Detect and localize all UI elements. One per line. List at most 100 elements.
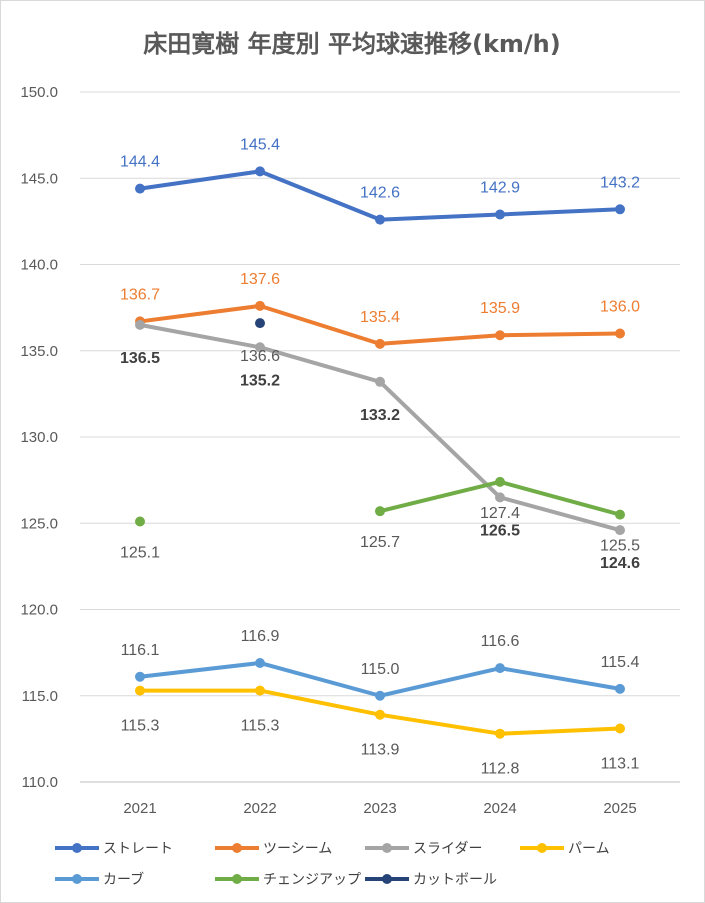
data-label: 113.9: [361, 742, 400, 759]
data-point: [495, 330, 505, 341]
data-label: 115.4: [601, 654, 640, 671]
x-tick-label: 2022: [243, 800, 276, 817]
legend-item[interactable]: カーブ: [55, 871, 144, 888]
data-point: [615, 204, 625, 215]
data-point: [135, 319, 145, 330]
data-point: [375, 690, 385, 701]
legend-point-marker: [382, 874, 392, 884]
data-point: [495, 476, 505, 487]
data-point: [495, 209, 505, 220]
legend-item[interactable]: チェンジアップ: [215, 872, 361, 888]
data-label: 145.4: [240, 136, 280, 153]
legend-point-marker: [72, 843, 82, 853]
data-labels: 144.4 145.4 142.6 142.9 143.2 136.7 137.6 135.4…: [120, 136, 640, 777]
data-point: [375, 376, 385, 387]
x-axis-ticks: 2021 2022 2023 2024 2025: [123, 800, 636, 817]
legend-label: スライダー: [413, 841, 482, 857]
data-label: 142.6: [360, 185, 400, 202]
data-point: [495, 492, 505, 503]
data-label: 135.4: [360, 309, 400, 326]
legend-label: ツーシーム: [263, 841, 332, 857]
legend-point-marker: [232, 843, 242, 853]
legend-point-marker: [72, 874, 82, 884]
y-tick-label: 120.0: [20, 602, 58, 619]
data-label: 124.6: [600, 555, 640, 572]
data-point: [375, 338, 385, 349]
data-point: [255, 166, 265, 177]
legend-label: カットボール: [413, 872, 497, 888]
data-point: [495, 663, 505, 674]
data-point: [375, 506, 385, 517]
data-label: 116.9: [241, 628, 280, 645]
data-label: 136.0: [600, 299, 640, 316]
data-label: 143.2: [600, 174, 640, 191]
legend-label: ストレート: [103, 841, 173, 857]
data-label: 136.7: [120, 286, 160, 303]
data-label: 115.3: [241, 718, 280, 735]
series-lines: [138, 169, 622, 736]
x-tick-label: 2023: [363, 800, 396, 817]
x-tick-label: 2021: [123, 800, 156, 817]
y-tick-label: 125.0: [20, 515, 58, 532]
data-label: 137.6: [240, 271, 280, 288]
legend-item[interactable]: ツーシーム: [215, 841, 332, 857]
y-tick-label: 150.0: [20, 84, 58, 101]
data-label: 136.6: [240, 348, 280, 365]
data-label: 113.1: [601, 756, 640, 773]
data-label: 125.1: [120, 545, 160, 562]
legend-label: パーム: [568, 841, 610, 857]
y-axis-ticks: 110.0 115.0 120.0 125.0 130.0 135.0 140.0 145.0…: [20, 84, 58, 791]
legend-item[interactable]: カットボール: [365, 872, 497, 888]
data-label: 115.3: [121, 718, 160, 735]
data-point: [375, 214, 385, 225]
data-label: 125.7: [360, 534, 400, 551]
gridlines: [80, 91, 680, 783]
data-label: 127.4: [480, 505, 520, 522]
series-points: [135, 166, 625, 739]
data-label: 112.8: [481, 761, 520, 778]
data-label: 135.2: [240, 372, 280, 389]
chart-title: 床田寛樹 年度別 平均球速推移(km/h): [143, 30, 560, 58]
data-point: [615, 525, 625, 536]
y-tick-label: 130.0: [20, 429, 58, 446]
data-point: [135, 685, 145, 696]
legend-item[interactable]: パーム: [520, 841, 610, 857]
y-tick-label: 110.0: [22, 774, 58, 791]
data-label: 126.5: [480, 522, 520, 539]
data-label: 116.1: [121, 642, 160, 659]
legend-point-marker: [537, 843, 547, 853]
legend-label: チェンジアップ: [263, 872, 361, 888]
data-point: [615, 328, 625, 339]
data-point: [255, 657, 265, 668]
data-point: [615, 723, 625, 734]
data-point: [135, 671, 145, 682]
y-tick-label: 145.0: [20, 170, 58, 187]
legend-point-marker: [232, 874, 242, 884]
y-tick-label: 135.0: [20, 343, 58, 360]
data-label: 135.9: [480, 300, 520, 317]
data-label: 142.9: [480, 179, 520, 196]
data-point: [615, 683, 625, 694]
data-point: [255, 300, 265, 311]
data-point: [255, 342, 265, 353]
data-point: [255, 685, 265, 696]
legend-label: カーブ: [103, 871, 144, 888]
data-point: [615, 509, 625, 520]
y-tick-label: 115.0: [22, 688, 58, 705]
series-line: [138, 322, 622, 533]
y-tick-label: 140.0: [20, 257, 58, 274]
x-tick-label: 2025: [603, 800, 636, 817]
legend-item[interactable]: スライダー: [365, 841, 482, 857]
legend-item[interactable]: ストレート: [55, 841, 173, 857]
data-point: [375, 709, 385, 720]
data-point: [135, 516, 145, 527]
data-label: 144.4: [120, 154, 160, 171]
data-label: 116.6: [481, 633, 520, 650]
legend-point-marker: [382, 843, 392, 853]
data-label: 133.2: [360, 407, 400, 424]
x-tick-label: 2024: [483, 800, 516, 817]
data-point: [495, 728, 505, 739]
data-point: [135, 183, 145, 194]
